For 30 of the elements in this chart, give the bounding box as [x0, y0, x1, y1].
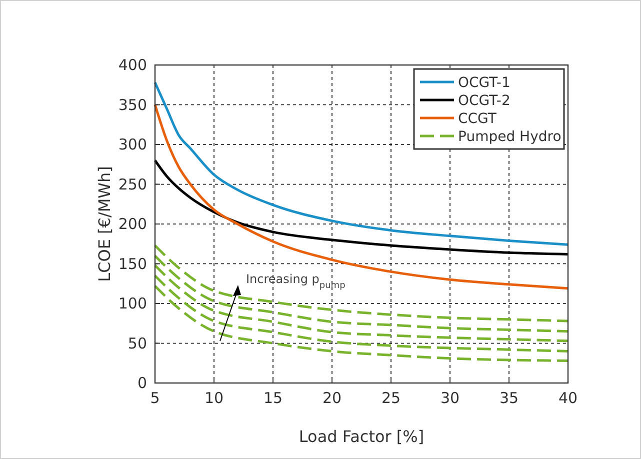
x-axis-title: Load Factor [%] — [298, 427, 424, 446]
x-tick-label: 40 — [558, 389, 578, 407]
y-tick-label: 150 — [118, 254, 147, 273]
x-tick-label: 30 — [440, 389, 460, 407]
legend-label: Pumped Hydro — [458, 129, 562, 145]
line-series — [154, 274, 570, 352]
legend-label: OCGT-2 — [458, 93, 510, 109]
x-tick-label: 20 — [322, 389, 342, 407]
line-series — [154, 284, 570, 362]
legend-label: OCGT-1 — [458, 75, 510, 91]
y-axis-title: LCOE [€/MWh] — [95, 166, 114, 282]
line-series — [154, 254, 570, 333]
line-series — [154, 104, 570, 290]
x-tick-label: 5 — [150, 389, 160, 407]
annotation: Increasing p$_{pump}$ — [246, 272, 346, 291]
y-tick-label: 50 — [128, 334, 147, 352]
legend-label: CCGT — [458, 111, 497, 127]
line-series — [154, 244, 570, 322]
x-tick-label: 10 — [204, 389, 224, 407]
y-tick-label: 200 — [118, 215, 147, 233]
y-tick-label: 100 — [118, 294, 147, 312]
line-series — [154, 264, 570, 342]
x-tick-label: 25 — [381, 389, 401, 407]
y-tick-label: 400 — [118, 56, 147, 74]
y-tick-label: 0 — [137, 374, 147, 392]
y-tick-label: 250 — [118, 175, 147, 194]
x-tick-label: 35 — [499, 389, 519, 407]
y-tick-label: 350 — [118, 96, 147, 114]
x-tick-label: 15 — [263, 389, 283, 407]
y-tick-label: 300 — [118, 136, 147, 154]
